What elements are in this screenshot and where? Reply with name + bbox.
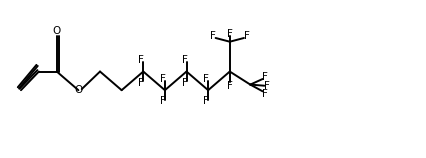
Text: F: F <box>227 82 233 91</box>
Text: F: F <box>160 96 166 106</box>
Text: F: F <box>182 55 187 65</box>
Text: O: O <box>74 85 83 95</box>
Text: F: F <box>182 78 187 88</box>
Text: F: F <box>264 82 270 91</box>
Text: F: F <box>262 72 268 82</box>
Text: F: F <box>244 31 250 41</box>
Text: F: F <box>203 74 209 84</box>
Text: F: F <box>210 31 216 41</box>
Text: F: F <box>227 29 233 39</box>
Text: F: F <box>138 78 144 88</box>
Text: F: F <box>262 89 268 99</box>
Text: F: F <box>160 74 166 84</box>
Text: O: O <box>53 26 61 36</box>
Text: F: F <box>138 55 144 65</box>
Text: F: F <box>203 96 209 106</box>
